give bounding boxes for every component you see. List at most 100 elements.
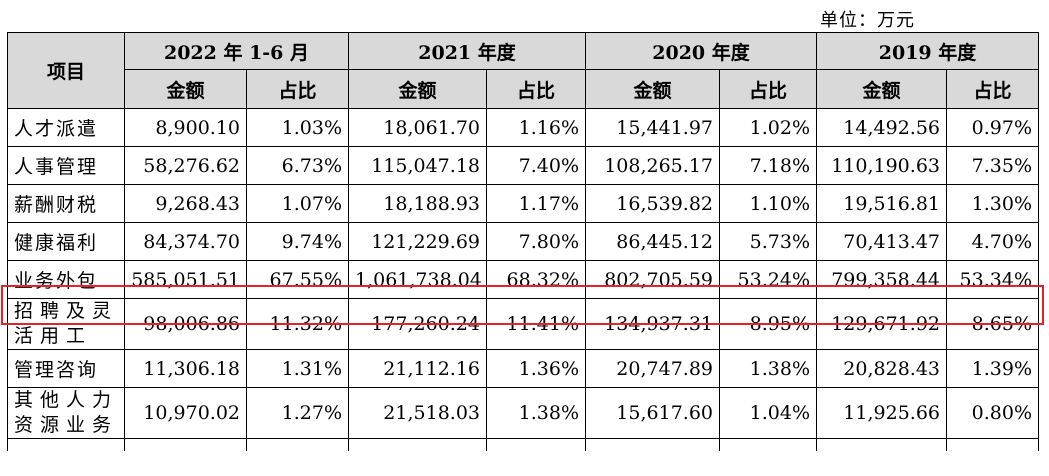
header-ratio: 占比: [719, 69, 817, 109]
header-period: 2022 年 1-6 月: [124, 32, 349, 70]
ratio-cell: 1.38%: [486, 387, 586, 439]
amount-cell: 19,516.81: [816, 184, 947, 223]
amount-cell: 14,492.56: [816, 108, 947, 147]
empty-cell: [246, 438, 349, 451]
ratio-cell: 11.32%: [246, 298, 349, 350]
ratio-cell: 7.80%: [486, 222, 586, 261]
ratio-cell: 1.17%: [486, 184, 586, 223]
empty-cell: [7, 438, 125, 451]
amount-cell: 585,051.51: [124, 260, 247, 299]
amount-cell: 58,276.62: [124, 146, 247, 185]
ratio-cell: 1.10%: [719, 184, 817, 223]
ratio-cell: 1.36%: [486, 349, 586, 388]
ratio-cell: 7.18%: [719, 146, 817, 185]
header-period: 2021 年度: [348, 32, 586, 70]
amount-cell: 115,047.18: [348, 146, 487, 185]
ratio-cell: 6.73%: [246, 146, 349, 185]
table-row: 业务外包 585,051.51 67.55% 1,061,738.04 68.32% 80…: [7, 260, 1039, 299]
header-amount: 金额: [124, 69, 247, 109]
ratio-cell: 67.55%: [246, 260, 349, 299]
ratio-cell: 0.97%: [946, 108, 1039, 147]
empty-cell: [486, 438, 586, 451]
amount-cell: 15,617.60: [585, 387, 720, 439]
ratio-cell: 7.35%: [946, 146, 1039, 185]
amount-cell: 18,188.93: [348, 184, 487, 223]
amount-cell: 20,747.89: [585, 349, 720, 388]
ratio-cell: 1.16%: [486, 108, 586, 147]
amount-cell: 84,374.70: [124, 222, 247, 261]
ratio-cell: 4.70%: [946, 222, 1039, 261]
amount-cell: 177,260.24: [348, 298, 487, 350]
amount-cell: 129,671.92: [816, 298, 947, 350]
table-row: 管理咨询 11,306.18 1.31% 21,112.16 1.36% 20,747.8…: [7, 349, 1039, 388]
amount-cell: 21,112.16: [348, 349, 487, 388]
empty-cell: [348, 438, 487, 451]
row-item-label: 薪酬财税: [7, 184, 125, 223]
table-row: 薪酬财税 9,268.43 1.07% 18,188.93 1.17% 16,539.82…: [7, 184, 1039, 223]
amount-cell: 134,937.31: [585, 298, 720, 350]
row-item-label: 管理咨询: [7, 349, 125, 388]
amount-cell: 108,265.17: [585, 146, 720, 185]
amount-cell: 70,413.47: [816, 222, 947, 261]
amount-cell: 10,970.02: [124, 387, 247, 439]
ratio-cell: 53.34%: [946, 260, 1039, 299]
row-item-label: 人事管理: [7, 146, 125, 185]
row-item-label: 招聘及灵活用工: [7, 298, 125, 350]
table-row-cutoff: [7, 438, 1039, 451]
header-period: 2020 年度: [585, 32, 817, 70]
ratio-cell: 7.40%: [486, 146, 586, 185]
header-ratio: 占比: [946, 69, 1039, 109]
row-item-label: 健康福利: [7, 222, 125, 261]
amount-cell: 98,006.86: [124, 298, 247, 350]
amount-cell: 799,358.44: [816, 260, 947, 299]
empty-cell: [816, 438, 947, 451]
row-item-label: 人才派遣: [7, 108, 125, 147]
table-row: 人才派遣 8,900.10 1.03% 18,061.70 1.16% 15,441.97…: [7, 108, 1039, 147]
amount-cell: 18,061.70: [348, 108, 487, 147]
ratio-cell: 8.95%: [719, 298, 817, 350]
amount-cell: 15,441.97: [585, 108, 720, 147]
ratio-cell: 68.32%: [486, 260, 586, 299]
ratio-cell: 1.03%: [246, 108, 349, 147]
empty-cell: [719, 438, 817, 451]
ratio-cell: 1.39%: [946, 349, 1039, 388]
empty-cell: [585, 438, 720, 451]
ratio-cell: 1.38%: [719, 349, 817, 388]
empty-cell: [946, 438, 1039, 451]
header-ratio: 占比: [246, 69, 349, 109]
table-row: 人事管理 58,276.62 6.73% 115,047.18 7.40% 108,265…: [7, 146, 1039, 185]
header-item: 项目: [7, 32, 125, 109]
row-item-label: 其他人力资源业务: [7, 387, 125, 439]
amount-cell: 802,705.59: [585, 260, 720, 299]
ratio-cell: 5.73%: [719, 222, 817, 261]
amount-cell: 20,828.43: [816, 349, 947, 388]
header-period: 2019 年度: [816, 32, 1039, 70]
header-amount: 金额: [585, 69, 720, 109]
table-body: 人才派遣 8,900.10 1.03% 18,061.70 1.16% 15,441.97…: [7, 108, 1039, 451]
unit-label: 单位：万元: [820, 10, 915, 31]
ratio-cell: 8.65%: [946, 298, 1039, 350]
amount-cell: 21,518.03: [348, 387, 487, 439]
row-item-label: 业务外包: [7, 260, 125, 299]
empty-cell: [124, 438, 247, 451]
ratio-cell: 1.07%: [246, 184, 349, 223]
revenue-table: 项目 2022 年 1-6 月 2021 年度 2020 年度 2019 年度 …: [7, 32, 1039, 451]
header-amount: 金额: [348, 69, 487, 109]
ratio-cell: 11.41%: [486, 298, 586, 350]
ratio-cell: 1.04%: [719, 387, 817, 439]
ratio-cell: 0.80%: [946, 387, 1039, 439]
header-row-columns: 金额 占比 金额 占比 金额 占比 金额 占比: [8, 69, 1039, 109]
amount-cell: 1,061,738.04: [348, 260, 487, 299]
ratio-cell: 1.27%: [246, 387, 349, 439]
table-row: 招聘及灵活用工 98,006.86 11.32% 177,260.24 11.41% 13…: [7, 298, 1039, 350]
amount-cell: 110,190.63: [816, 146, 947, 185]
amount-cell: 121,229.69: [348, 222, 487, 261]
ratio-cell: 1.02%: [719, 108, 817, 147]
amount-cell: 11,306.18: [124, 349, 247, 388]
amount-cell: 8,900.10: [124, 108, 247, 147]
amount-cell: 9,268.43: [124, 184, 247, 223]
header-ratio: 占比: [486, 69, 586, 109]
amount-cell: 11,925.66: [816, 387, 947, 439]
header-row-periods: 项目 2022 年 1-6 月 2021 年度 2020 年度 2019 年度: [7, 32, 1039, 109]
ratio-cell: 1.31%: [246, 349, 349, 388]
